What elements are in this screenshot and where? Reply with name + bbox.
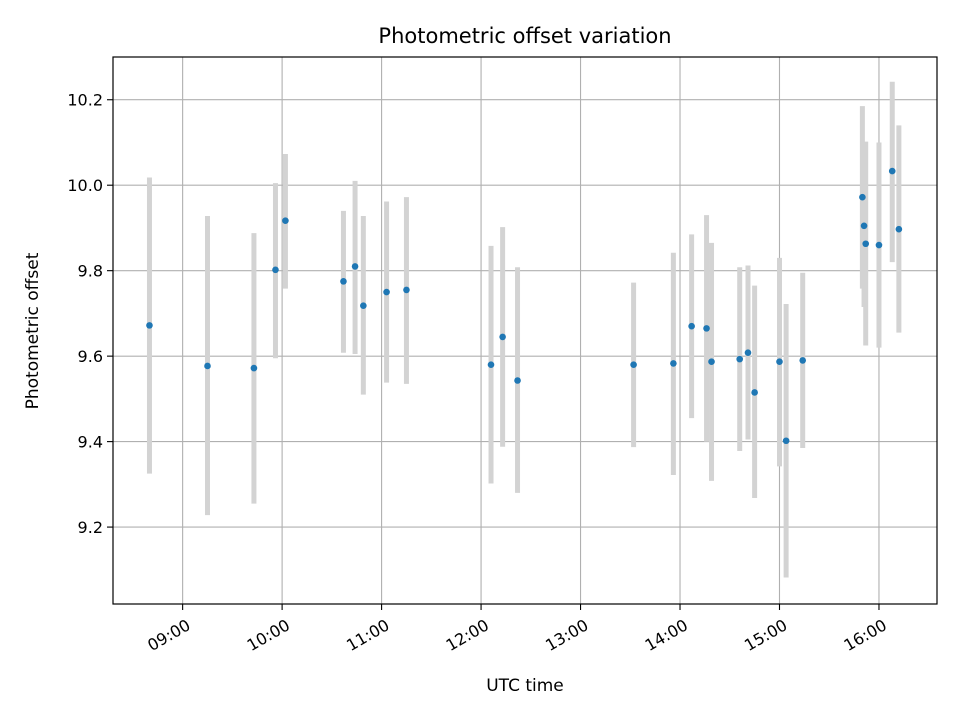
data-point-23	[799, 357, 807, 364]
data-point-10	[487, 361, 495, 368]
y-tick-label: 9.6	[78, 347, 103, 366]
data-point-26	[862, 240, 870, 248]
plot-frame	[112, 56, 938, 605]
data-point-6	[351, 263, 359, 270]
data-point-24	[859, 193, 866, 201]
data-point-9	[403, 286, 410, 294]
data-point-5	[340, 278, 347, 285]
y-tick-label: 9.2	[78, 518, 103, 537]
data-point-14	[670, 360, 677, 367]
data-point-2	[250, 364, 258, 372]
data-point-27	[875, 241, 883, 249]
data-point-1	[204, 362, 211, 370]
data-point-11	[499, 333, 506, 341]
data-point-19	[744, 349, 752, 357]
data-point-3	[272, 266, 279, 274]
data-point-21	[776, 358, 783, 365]
y-tick-label: 10.2	[67, 91, 103, 110]
data-point-25	[860, 222, 868, 230]
data-point-22	[782, 437, 790, 445]
y-tick-label: 9.8	[78, 262, 103, 281]
data-point-4	[282, 217, 289, 224]
data-point-13	[630, 361, 637, 368]
data-point-15	[688, 322, 695, 330]
data-point-8	[383, 288, 390, 296]
data-point-16	[703, 325, 710, 332]
data-point-7	[360, 302, 367, 310]
data-point-18	[736, 355, 744, 363]
data-point-17	[708, 358, 715, 365]
data-point-12	[514, 377, 521, 384]
grid	[113, 57, 937, 604]
data-point-28	[888, 167, 896, 175]
chart-title: Photometric offset variation	[378, 24, 671, 48]
data-point-0	[146, 322, 153, 329]
data-point-20	[751, 389, 758, 396]
data-points	[146, 167, 903, 445]
data-point-29	[895, 225, 903, 233]
y-axis-ticks: 9.2 9.4 9.6 9.8 10.0 10.2	[67, 91, 113, 537]
y-tick-label: 9.4	[78, 433, 103, 452]
y-axis-title: Photometric offset	[23, 252, 43, 409]
x-axis-title: UTC time	[486, 676, 564, 696]
y-tick-label: 10.0	[67, 176, 103, 195]
